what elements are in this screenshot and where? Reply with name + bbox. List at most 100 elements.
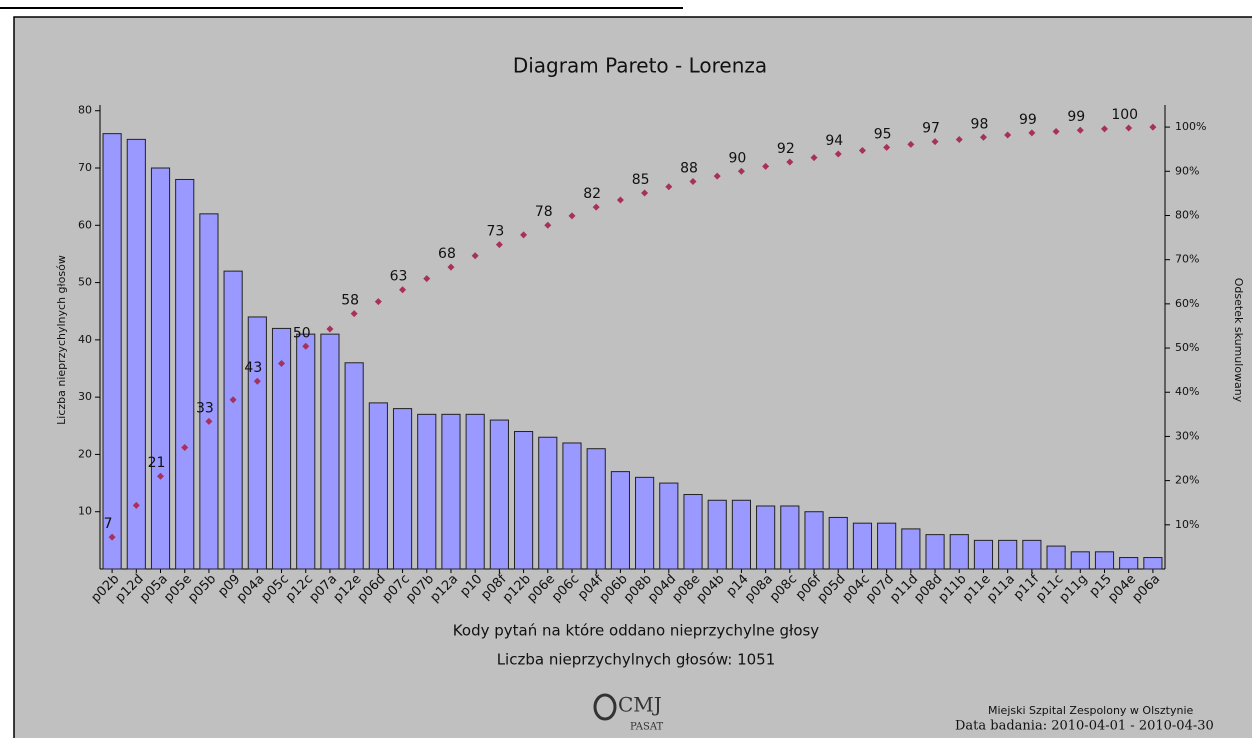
cumulative-point [955,135,963,143]
y2-tick-label: 100% [1175,120,1206,133]
y-tick-label: 60 [78,218,92,231]
bar [126,138,146,570]
cumulative-point [858,147,866,155]
cumulative-point [350,310,358,318]
bar [852,522,873,570]
bar [731,499,751,570]
cumulative-point [786,158,794,166]
bar [465,413,485,570]
bar [804,511,824,570]
cumulative-point [181,443,189,451]
bar [320,333,340,570]
logo: CMJ PASAT [593,693,664,733]
bar [998,539,1018,570]
cumulative-point [883,143,891,151]
bar [683,494,703,570]
cumulative-point [1100,125,1108,133]
cumulative-point [253,377,261,385]
bar [659,482,679,570]
point-label: 82 [583,186,601,202]
bar [441,413,461,570]
bar [756,505,776,570]
point-label: 73 [486,224,504,240]
y-tick-label: 30 [78,390,92,403]
point-label: 99 [1019,112,1037,128]
point-label: 99 [1067,109,1085,125]
cumulative-point [931,138,939,146]
cumulative-point [1052,128,1060,136]
cumulative-point [762,162,770,170]
bar [1119,557,1139,570]
cumulative-point [423,275,431,283]
bar [514,431,534,570]
cumulative-point [1076,126,1084,134]
cumulative-point [737,167,745,175]
chart-title: Diagram Pareto - Lorenza [513,54,767,78]
cumulative-point [810,154,818,162]
cumulative-point [157,472,165,480]
bar [538,436,558,570]
point-label: 78 [535,204,553,220]
point-label: 58 [341,293,359,309]
cumulative-point [592,203,600,211]
bar [296,333,316,570]
point-label: 94 [825,133,843,149]
y-tick-label: 40 [78,333,92,346]
bar [925,534,945,570]
y-tick-label: 20 [78,447,92,460]
bar [247,316,267,570]
y-tick-label: 70 [78,161,92,174]
point-label: 98 [971,116,989,132]
point-label: 90 [729,150,747,166]
cumulative-point [689,177,697,185]
bar [973,539,994,570]
cumulative-point [641,189,649,197]
cumulative-point [471,252,479,260]
bar [707,499,727,570]
bar [1070,551,1090,570]
point-label: 85 [632,172,650,188]
cumulative-point [616,196,624,204]
bar [199,213,219,570]
chart-background [13,16,1252,738]
bar [1046,545,1066,570]
y-axis-label: Liczba nieprzychylnych głosów [55,255,68,425]
bar [828,516,848,570]
y2-tick-label: 30% [1175,429,1199,442]
bar [175,178,195,570]
y2-tick-label: 10% [1175,518,1199,531]
point-label: 92 [777,141,795,157]
logo-subtext: PASAT [630,722,664,733]
cumulative-point [979,133,987,141]
cumulative-point [834,150,842,158]
bar [150,167,171,570]
point-label: 21 [148,455,166,471]
y2-tick-label: 40% [1175,385,1199,398]
cumulative-point [544,221,552,229]
point-label: 33 [196,400,214,416]
bar [901,528,921,570]
cumulative-point [447,263,455,271]
point-label: 100 [1111,107,1138,123]
point-label: 95 [874,126,892,142]
cumulative-point [520,231,528,239]
y-tick-label: 10 [78,505,92,518]
y2-tick-label: 80% [1175,208,1199,221]
bar [877,522,897,570]
bar [610,471,630,570]
bar [344,362,364,570]
cumulative-point [229,396,237,404]
x-axis-label: Kody pytań na które oddano nieprzychylne… [453,622,820,640]
cumulative-point [1125,124,1133,132]
cumulative-point [665,183,673,191]
cumulative-point [302,342,310,350]
bar [562,442,582,570]
subtitle: Liczba nieprzychylnych głosów: 1051 [497,651,776,669]
cumulative-point [1149,123,1157,131]
point-label: 7 [104,516,113,532]
cumulative-point [568,212,576,220]
point-label: 43 [244,360,262,376]
bar [368,402,388,570]
cumulative-point [713,172,721,180]
cumulative-point [278,360,286,368]
